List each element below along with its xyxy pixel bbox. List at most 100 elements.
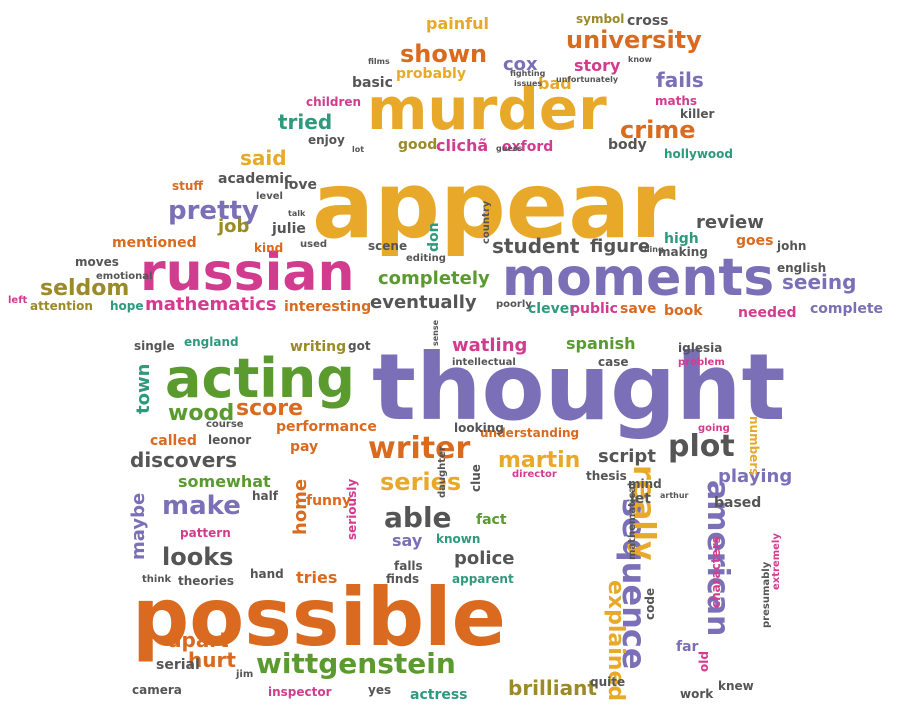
word-watling: watling: [452, 335, 528, 356]
word-say: say: [392, 531, 423, 550]
word-basic: basic: [352, 75, 393, 91]
word-code: code: [643, 587, 657, 620]
word-films: films: [368, 57, 390, 66]
word-murder: murder: [367, 75, 607, 143]
word-country: country: [481, 200, 492, 244]
word-shown: shown: [400, 40, 488, 68]
word-left: left: [8, 295, 28, 306]
word-john: john: [777, 239, 807, 253]
word-said: said: [240, 146, 287, 170]
word-pattern: pattern: [180, 526, 231, 540]
word-scene: scene: [368, 239, 408, 253]
word-performance: performance: [276, 419, 377, 435]
word-mind: mind: [628, 477, 662, 491]
word-far: far: [676, 639, 699, 655]
word-don: don: [426, 222, 442, 252]
word-series: series: [380, 468, 462, 496]
word-love: love: [284, 177, 318, 193]
word-hand: hand: [250, 567, 284, 581]
word-appear: appear: [312, 152, 676, 259]
word-mathematical: mathematical: [627, 482, 638, 560]
word-case: case: [598, 355, 629, 369]
word-review: review: [696, 212, 764, 233]
word-fact: fact: [476, 512, 507, 528]
word-guess: guess: [496, 144, 523, 153]
word-think: think: [142, 574, 172, 585]
word-issues: issues: [514, 79, 543, 88]
word-intellectual: intellectual: [452, 357, 516, 368]
word-save: save: [620, 301, 657, 317]
word-theories: theories: [178, 574, 234, 588]
word-camera: camera: [132, 683, 182, 697]
word-daughter: daughter: [437, 446, 448, 498]
word-probably: probably: [396, 66, 466, 82]
word-needed: needed: [738, 305, 797, 321]
word-figure: figure: [590, 236, 651, 257]
word-eventually: eventually: [370, 292, 477, 313]
word-enjoy: enjoy: [308, 133, 345, 147]
word-kind: kind: [254, 241, 284, 255]
word-script: script: [598, 446, 656, 467]
word-clich-: clichã: [436, 136, 489, 155]
word-thing: thing: [640, 245, 664, 254]
word-book: book: [664, 303, 703, 319]
word-level: level: [256, 191, 283, 202]
word-single: single: [134, 339, 175, 353]
word-wittgenstein: wittgenstein: [256, 647, 456, 680]
word-emotional: emotional: [96, 271, 153, 282]
word-stuff: stuff: [172, 179, 204, 193]
word-work: work: [680, 687, 714, 701]
word-editing: editing: [406, 253, 446, 264]
word-maybe: maybe: [128, 492, 149, 560]
word-jim: jim: [236, 669, 254, 680]
word-story: story: [574, 56, 621, 75]
word-leonor: leonor: [208, 433, 252, 447]
word-acting: acting: [165, 347, 355, 410]
word-inspector: inspector: [268, 685, 332, 699]
word-goes: goes: [736, 233, 774, 249]
word-attention: attention: [30, 299, 93, 313]
word-body: body: [608, 137, 647, 153]
word-used: used: [300, 239, 328, 250]
word-complete: complete: [810, 301, 884, 317]
word-wood: wood: [168, 401, 235, 426]
word-somewhat: somewhat: [178, 472, 271, 491]
word-clue: clue: [469, 464, 483, 492]
word-looking: looking: [454, 421, 504, 435]
word-looks: looks: [162, 543, 234, 571]
word-quite: quite: [590, 675, 626, 689]
word-poorly: poorly: [496, 299, 532, 310]
word-england: england: [184, 335, 239, 349]
word-falls: falls: [394, 559, 423, 573]
word-student: student: [492, 234, 580, 258]
word-tries: tries: [296, 568, 338, 587]
word-thesis: thesis: [586, 469, 627, 483]
word-seriously: seriously: [345, 478, 359, 540]
word-pretty: pretty: [168, 196, 259, 226]
word-sense: sense: [431, 319, 440, 346]
word-based: based: [714, 495, 762, 511]
word-called: called: [150, 433, 197, 449]
word-clever: clever: [528, 301, 577, 317]
word-old: old: [697, 651, 711, 672]
word-know: know: [628, 55, 652, 64]
word-hurt: hurt: [188, 648, 236, 672]
word-completely: completely: [378, 268, 490, 289]
word-score: score: [236, 396, 304, 421]
word-interesting: interesting: [284, 299, 372, 315]
word-seeing: seeing: [782, 270, 857, 294]
word-university: university: [566, 26, 702, 54]
word-moves: moves: [75, 255, 119, 269]
word-talk: talk: [288, 209, 306, 218]
word-brilliant: brilliant: [508, 676, 597, 700]
word-good: good: [398, 137, 438, 153]
word-possible: possible: [132, 571, 506, 664]
word-bad: bad: [538, 74, 572, 93]
word-half: half: [252, 489, 278, 503]
word-writer: writer: [368, 431, 471, 466]
word-making: making: [658, 245, 708, 259]
word-apparent: apparent: [452, 572, 514, 586]
word-julie: julie: [272, 221, 306, 237]
word-lot: lot: [352, 145, 365, 154]
